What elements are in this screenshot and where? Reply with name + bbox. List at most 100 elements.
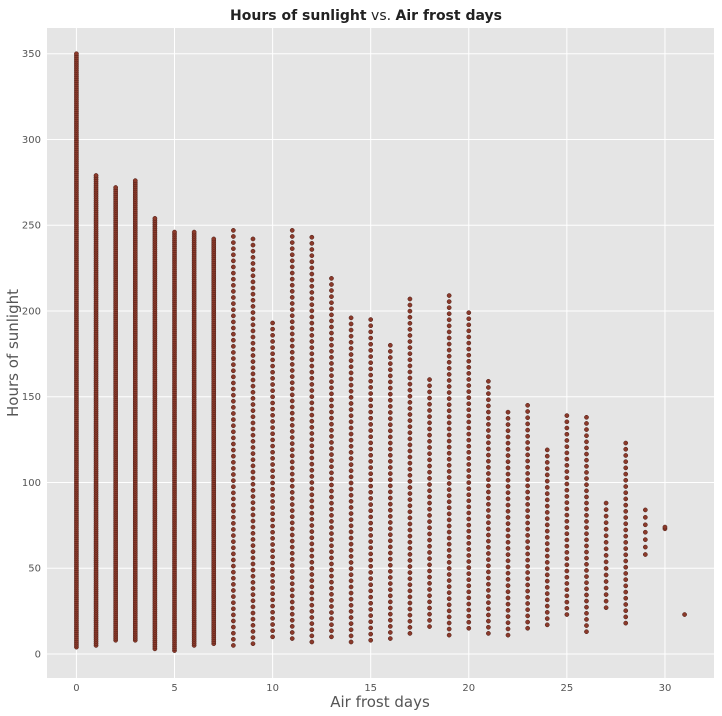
data-point: [623, 440, 629, 446]
data-point: [623, 577, 629, 583]
data-point: [231, 368, 236, 374]
data-point: [446, 529, 452, 535]
data-point: [289, 483, 295, 489]
data-point: [250, 586, 256, 591]
data-point: [368, 551, 374, 557]
data-point: [525, 563, 530, 569]
data-point: [329, 506, 334, 512]
data-point: [505, 533, 511, 539]
data-point: [564, 587, 570, 593]
data-point: [270, 406, 275, 412]
data-point: [368, 557, 374, 563]
data-point: [289, 337, 295, 343]
data-point: [446, 547, 452, 553]
data-point: [368, 428, 374, 433]
data-point: [525, 619, 530, 625]
data-point: [329, 500, 334, 506]
data-point: [584, 549, 589, 555]
data-point: [564, 581, 570, 586]
data-point: [564, 550, 570, 555]
data-point: [329, 434, 334, 439]
data-point: [270, 548, 275, 554]
data-point: [309, 406, 315, 412]
data-point: [309, 639, 315, 645]
data-point: [289, 288, 295, 294]
data-point: [250, 254, 256, 260]
data-point: [329, 531, 334, 536]
data-point: [584, 543, 589, 549]
data-point: [231, 508, 236, 514]
data-point: [446, 614, 452, 620]
data-point: [623, 620, 629, 626]
data-point: [387, 538, 393, 544]
data-point: [466, 613, 472, 619]
data-point: [407, 320, 413, 326]
data-point: [309, 602, 315, 608]
data-point: [289, 270, 295, 276]
data-point: [270, 425, 275, 430]
data-point: [407, 491, 413, 496]
data-point: [466, 565, 472, 570]
data-point: [348, 450, 354, 455]
data-point: [407, 375, 413, 381]
data-point: [231, 282, 236, 288]
data-point: [250, 451, 256, 456]
data-point: [270, 517, 275, 523]
data-point: [309, 431, 315, 436]
data-point: [446, 596, 452, 602]
y-tick-label: 150: [22, 392, 41, 403]
data-point: [446, 626, 452, 632]
data-point: [407, 424, 413, 430]
data-point: [270, 456, 275, 461]
data-point: [407, 612, 413, 618]
data-point: [466, 334, 472, 340]
data-point: [270, 376, 275, 381]
data-point: [250, 598, 256, 604]
data-point: [505, 626, 511, 632]
data-point: [329, 318, 334, 324]
data-point: [309, 369, 315, 375]
data-point: [387, 605, 393, 611]
data-point: [231, 636, 236, 642]
data-point: [309, 584, 315, 590]
data-point: [348, 505, 354, 510]
data-point: [486, 557, 491, 562]
data-point: [289, 234, 295, 239]
data-point: [231, 441, 236, 447]
data-point: [368, 422, 374, 427]
data-point: [466, 449, 472, 455]
data-point: [446, 608, 452, 614]
data-point: [270, 492, 275, 498]
data-point: [348, 541, 354, 547]
data-point: [505, 440, 511, 446]
data-point: [623, 602, 629, 607]
data-point: [387, 593, 393, 599]
data-point: [466, 352, 472, 358]
data-point: [289, 362, 295, 367]
data-point: [289, 392, 295, 398]
data-point: [623, 508, 629, 514]
data-point: [584, 531, 589, 537]
data-point: [289, 331, 295, 337]
data-point: [544, 516, 550, 521]
data-point: [289, 465, 295, 471]
data-point: [329, 598, 334, 603]
data-point: [231, 234, 236, 239]
data-point: [289, 429, 295, 434]
data-point: [348, 492, 354, 498]
data-point: [564, 512, 570, 518]
data-point: [387, 373, 393, 379]
data-point: [486, 391, 491, 396]
data-point: [289, 349, 295, 355]
data-point: [329, 591, 334, 597]
data-point: [250, 402, 256, 407]
data-point: [348, 621, 354, 626]
data-point: [446, 432, 452, 438]
data-point: [329, 464, 334, 470]
data-point: [348, 358, 354, 364]
data-point: [270, 542, 275, 547]
data-point: [348, 352, 354, 357]
data-point: [466, 547, 472, 552]
data-point: [329, 458, 334, 464]
data-point: [446, 511, 452, 517]
